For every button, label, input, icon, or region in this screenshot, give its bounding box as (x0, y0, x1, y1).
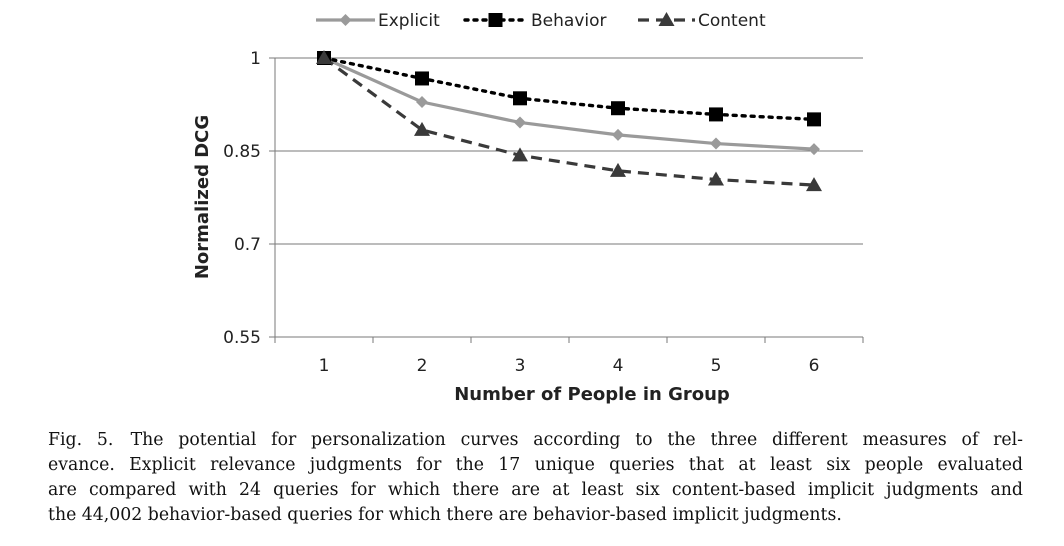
x-tick-label: 6 (809, 356, 820, 376)
series-line-content (323, 56, 815, 187)
legend: Explicit Behavior Content (316, 11, 766, 31)
data-point-behavior (807, 112, 821, 127)
caption-line: evance. Explicit relevance judgments for… (48, 455, 1023, 475)
caption-line: Fig. 5. The potential for personalizatio… (48, 430, 1023, 450)
data-point-content (708, 171, 724, 186)
data-point-explicit (808, 143, 820, 156)
series-line-explicit (323, 56, 815, 151)
data-point-behavior (611, 101, 625, 116)
data-point-explicit (710, 137, 722, 150)
series-layer (316, 50, 822, 192)
data-point-content (316, 50, 332, 64)
grid (275, 57, 863, 338)
x-tick-label: 5 (711, 356, 722, 376)
data-point-content (512, 147, 528, 162)
chart: Explicit Behavior Content 0.55 0.7 0.85 1 1 2 3 4… (192, 11, 864, 405)
caption-line: the 44,002 behavior-based queries for wh… (48, 505, 842, 525)
series-line-behavior (322, 56, 816, 122)
legend-marker-explicit (339, 14, 352, 26)
legend-marker-behavior (488, 13, 503, 27)
y-tick-label: 1 (250, 49, 261, 69)
data-point-explicit (514, 116, 526, 129)
data-point-content (610, 162, 626, 177)
caption-line: are compared with 24 queries for which t… (48, 480, 1023, 500)
data-point-content (806, 177, 822, 192)
legend-label-content: Content (698, 11, 766, 31)
data-point-behavior (415, 71, 429, 86)
x-tick-label: 2 (417, 356, 428, 376)
legend-label-behavior: Behavior (531, 11, 607, 31)
y-tick-label: 0.85 (223, 142, 261, 162)
data-point-explicit (612, 128, 624, 141)
legend-label-explicit: Explicit (378, 11, 440, 31)
y-tick-label: 0.7 (234, 235, 261, 255)
figure-caption: Fig. 5. The potential for personalizatio… (48, 428, 1023, 528)
data-point-behavior (513, 91, 527, 106)
data-point-explicit (416, 96, 428, 109)
y-tick-label: 0.55 (223, 328, 261, 348)
data-point-behavior (709, 107, 723, 122)
x-axis-title: Number of People in Group (454, 384, 730, 405)
data-point-content (414, 121, 430, 136)
y-axis-title: Normalized DCG (192, 115, 213, 279)
axes: 0.55 0.7 0.85 1 1 2 3 4 5 6 (223, 49, 864, 376)
x-tick-label: 4 (613, 356, 624, 376)
x-tick-label: 3 (515, 356, 526, 376)
x-tick-label: 1 (319, 356, 330, 376)
legend-marker-content (658, 12, 675, 26)
